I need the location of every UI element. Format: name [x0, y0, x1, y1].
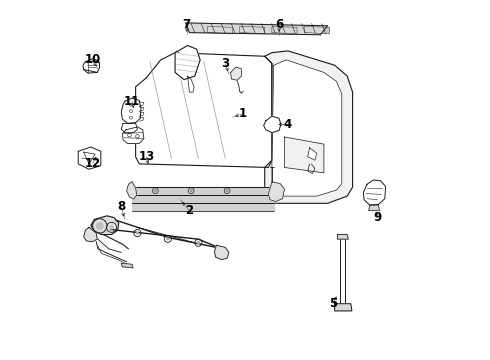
Text: 13: 13 [138, 150, 154, 163]
Polygon shape [285, 137, 324, 173]
Text: 6: 6 [275, 18, 283, 31]
Text: 4: 4 [284, 118, 292, 131]
Polygon shape [188, 76, 194, 92]
Polygon shape [78, 147, 101, 169]
Polygon shape [84, 152, 95, 164]
Polygon shape [368, 205, 379, 211]
Circle shape [226, 190, 228, 192]
Polygon shape [132, 187, 274, 195]
Circle shape [136, 231, 139, 234]
Polygon shape [122, 263, 133, 268]
Polygon shape [215, 245, 229, 260]
Polygon shape [265, 51, 353, 203]
Polygon shape [132, 203, 274, 211]
Polygon shape [207, 27, 232, 34]
Polygon shape [264, 116, 281, 133]
Polygon shape [122, 98, 141, 123]
Polygon shape [186, 23, 327, 35]
Text: 8: 8 [117, 201, 125, 213]
Text: 5: 5 [329, 297, 337, 310]
Text: 10: 10 [84, 53, 101, 66]
Text: 1: 1 [239, 107, 247, 120]
Text: 12: 12 [84, 157, 101, 170]
Polygon shape [240, 27, 265, 34]
Polygon shape [304, 27, 329, 34]
Circle shape [96, 222, 103, 229]
Text: 11: 11 [124, 95, 140, 108]
Polygon shape [122, 123, 137, 133]
Circle shape [154, 190, 156, 192]
Circle shape [197, 241, 200, 244]
Circle shape [167, 237, 170, 240]
Polygon shape [231, 67, 242, 80]
Polygon shape [269, 182, 285, 202]
Polygon shape [84, 227, 97, 242]
Polygon shape [175, 45, 200, 80]
Circle shape [190, 190, 192, 192]
Polygon shape [308, 148, 317, 160]
Polygon shape [272, 27, 297, 34]
Polygon shape [136, 53, 272, 167]
Polygon shape [335, 304, 352, 311]
Polygon shape [364, 180, 386, 205]
Text: 9: 9 [373, 211, 382, 224]
Polygon shape [122, 127, 144, 143]
Polygon shape [91, 216, 119, 234]
Text: 2: 2 [185, 204, 194, 217]
Polygon shape [132, 195, 274, 203]
Polygon shape [83, 59, 100, 73]
Circle shape [109, 225, 114, 229]
Polygon shape [126, 182, 137, 199]
Polygon shape [272, 60, 342, 196]
Polygon shape [338, 234, 348, 239]
Text: 7: 7 [182, 18, 190, 31]
Text: 3: 3 [221, 57, 229, 70]
